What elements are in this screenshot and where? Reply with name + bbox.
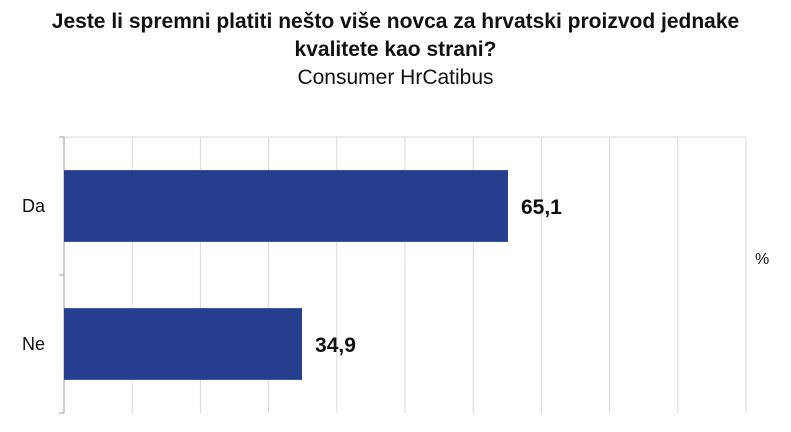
data-label: 65,1 — [521, 196, 562, 219]
labels: Da 65,1 Ne 34,9% — [22, 196, 769, 357]
bar-ne — [64, 308, 303, 380]
bar-da — [64, 170, 508, 242]
category-label: Da — [22, 196, 46, 216]
category-axis — [59, 136, 65, 414]
unit-label: % — [755, 251, 769, 268]
chart-title-block: Jeste li spremni platiti nešto više novc… — [0, 8, 791, 92]
chart-subtitle: Consumer HrCatibus — [297, 66, 494, 89]
category-label: Ne — [22, 334, 45, 354]
data-label: 34,9 — [315, 334, 356, 357]
bars — [64, 170, 508, 380]
chart-title: Jeste li spremni platiti nešto više novc… — [51, 10, 740, 61]
